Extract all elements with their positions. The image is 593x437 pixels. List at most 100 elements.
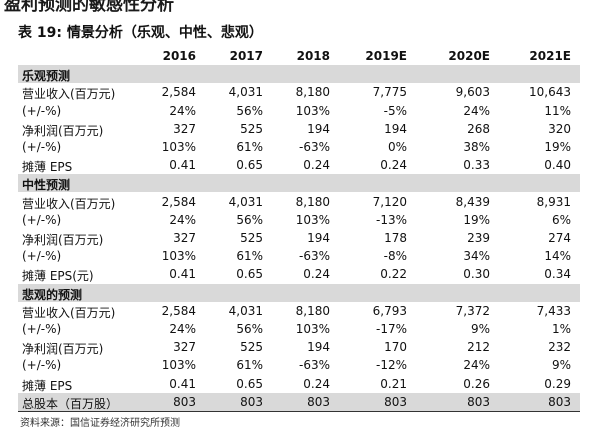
cell: 320 bbox=[548, 121, 571, 136]
cell: 9% bbox=[551, 358, 571, 373]
table-row: 净利润(百万元) 327 525 194 170 212 232 bbox=[18, 338, 580, 356]
cell: 24% bbox=[463, 103, 490, 118]
cell: -5% bbox=[383, 103, 407, 118]
cell: 803 bbox=[548, 394, 571, 409]
cell: 34% bbox=[463, 249, 490, 264]
cell: 0.30 bbox=[463, 267, 490, 282]
cell: 1% bbox=[551, 322, 571, 336]
column-header: 2020E bbox=[448, 49, 490, 63]
cell: 178 bbox=[384, 231, 407, 245]
section-header: 中性预测 bbox=[18, 174, 580, 193]
cell: 212 bbox=[467, 340, 490, 355]
cell: 61% bbox=[236, 140, 263, 154]
row-label: 营业收入(百万元) bbox=[22, 196, 116, 211]
cell: 10,643 bbox=[529, 85, 571, 100]
cell: -63% bbox=[298, 358, 330, 373]
cell: 0.21 bbox=[380, 376, 407, 391]
cell: 8,439 bbox=[455, 194, 490, 209]
cell: 327 bbox=[173, 231, 196, 245]
cell: 803 bbox=[240, 394, 263, 409]
cell: 803 bbox=[173, 394, 196, 409]
table-row: 营业收入(百万元) 2,584 4,031 8,180 7,120 8,439 8,931 bbox=[18, 193, 580, 211]
cell: 327 bbox=[173, 340, 196, 355]
column-header: 2017 bbox=[229, 49, 263, 63]
cell: -63% bbox=[298, 249, 330, 264]
cell: 194 bbox=[307, 231, 330, 245]
cell: 56% bbox=[236, 212, 263, 227]
cell: 56% bbox=[236, 103, 263, 118]
cell: 525 bbox=[240, 340, 263, 355]
cell: 6% bbox=[551, 212, 571, 227]
cell: 2,584 bbox=[161, 85, 196, 100]
table-row: 摊薄 EPS(元) 0.41 0.65 0.24 0.22 0.30 0.34 bbox=[18, 265, 580, 283]
cell: 803 bbox=[467, 394, 490, 409]
table-row: 净利润(百万元) 327 525 194 178 239 274 bbox=[18, 229, 580, 247]
section-title: 乐观预测 bbox=[22, 69, 71, 84]
cell: 24% bbox=[169, 212, 196, 227]
cell: 525 bbox=[240, 121, 263, 136]
cell: 61% bbox=[236, 249, 263, 264]
cell: 327 bbox=[173, 121, 196, 136]
cell: -63% bbox=[298, 140, 330, 154]
cell: 0.26 bbox=[463, 376, 490, 391]
cell: 103% bbox=[161, 249, 196, 264]
cell: 6,793 bbox=[372, 303, 407, 318]
row-label: (+/-%) bbox=[22, 140, 62, 154]
table-row: 营业收入(百万元) 2,584 4,031 8,180 7,775 9,603 10,643 bbox=[18, 83, 580, 101]
cell: 61% bbox=[236, 358, 263, 373]
table-row: 摊薄 EPS 0.41 0.65 0.24 0.24 0.33 0.40 bbox=[18, 156, 580, 174]
cell: 4,031 bbox=[228, 303, 263, 318]
row-label: (+/-%) bbox=[22, 103, 62, 118]
row-label: 营业收入(百万元) bbox=[22, 305, 116, 320]
cell: 7,775 bbox=[372, 85, 407, 100]
cell: 274 bbox=[548, 231, 571, 245]
table-row: (+/-%) 24% 56% 103% -13% 19% 6% bbox=[18, 211, 580, 229]
cell: 803 bbox=[307, 394, 330, 409]
row-label: (+/-%) bbox=[22, 212, 62, 227]
cell: -17% bbox=[375, 322, 407, 336]
row-label: (+/-%) bbox=[22, 249, 62, 264]
cell: 8,180 bbox=[295, 85, 330, 100]
section-header: 悲观的预测 bbox=[18, 283, 580, 302]
cell: 11% bbox=[544, 103, 571, 118]
cell: 0.41 bbox=[169, 376, 196, 391]
table-row: (+/-%) 24% 56% 103% -17% 9% 1% bbox=[18, 320, 580, 338]
cell: 7,372 bbox=[455, 303, 490, 318]
cell: 19% bbox=[463, 212, 490, 227]
table: 2016 2017 2018 2019E 2020E 2021E 乐观预测 营业收入(百万元)… bbox=[18, 47, 580, 412]
cell: 8,931 bbox=[536, 194, 571, 209]
column-header: 2016 bbox=[162, 49, 196, 63]
cell: 103% bbox=[295, 103, 330, 118]
table-row: (+/-%) 24% 56% 103% -5% 24% 11% bbox=[18, 102, 580, 120]
row-label: 摊薄 EPS bbox=[22, 160, 73, 175]
cell: 0.24 bbox=[303, 158, 330, 173]
row-label: 总股本（百万股） bbox=[22, 396, 119, 411]
table-row: 摊薄 EPS 0.41 0.65 0.24 0.21 0.26 0.29 bbox=[18, 375, 580, 393]
cell: -8% bbox=[383, 249, 407, 264]
header-row: 2016 2017 2018 2019E 2020E 2021E bbox=[18, 47, 580, 66]
cell: 239 bbox=[467, 231, 490, 245]
column-header: 2021E bbox=[529, 49, 571, 63]
table-row: 营业收入(百万元) 2,584 4,031 8,180 6,793 7,372 7,433 bbox=[18, 302, 580, 320]
cell: -13% bbox=[375, 212, 407, 227]
cell: 9,603 bbox=[455, 85, 490, 100]
cell: 103% bbox=[295, 212, 330, 227]
row-label: 摊薄 EPS(元) bbox=[22, 269, 94, 284]
section-title: 悲观的预测 bbox=[22, 287, 83, 302]
cell: 0.65 bbox=[236, 376, 263, 391]
cell: 24% bbox=[169, 322, 196, 336]
cell: 0.65 bbox=[236, 158, 263, 173]
cell: 0.34 bbox=[544, 267, 571, 282]
cell: 8,180 bbox=[295, 303, 330, 318]
cell: 4,031 bbox=[228, 85, 263, 100]
cell: 0.29 bbox=[544, 376, 571, 391]
cell: 2,584 bbox=[161, 303, 196, 318]
cell: 0.33 bbox=[463, 158, 490, 173]
cell: 9% bbox=[470, 322, 490, 336]
cell: 525 bbox=[240, 231, 263, 245]
cell: 24% bbox=[463, 358, 490, 373]
cell: 803 bbox=[384, 394, 407, 409]
cell: 0.22 bbox=[380, 267, 407, 282]
table-row: 总股本（百万股） 803 803 803 803 803 803 bbox=[18, 392, 580, 411]
